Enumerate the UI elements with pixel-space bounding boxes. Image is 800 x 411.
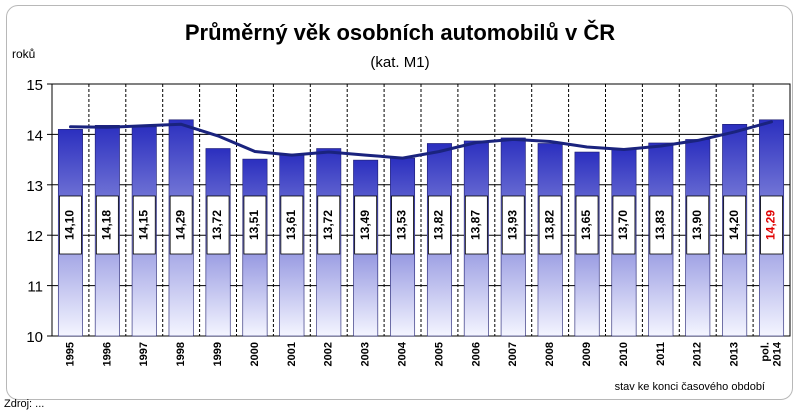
data-label: 13,53 <box>395 210 409 240</box>
x-tick-label: 2010 <box>618 342 630 366</box>
chart-subtitle: (kat. M1) <box>370 54 429 71</box>
y-tick-label: 15 <box>26 77 43 94</box>
x-tick-label: 2003 <box>360 342 372 366</box>
x-tick-label: 2014 <box>771 341 783 366</box>
x-tick-label: 2000 <box>249 342 261 366</box>
data-label-box <box>206 195 230 255</box>
x-tick-label: 1999 <box>212 342 224 366</box>
data-label-box <box>317 195 341 255</box>
data-label: 13,90 <box>690 210 704 240</box>
chart-note: stav ke konci časového období <box>615 381 765 393</box>
x-tick-label: 2013 <box>729 342 741 366</box>
data-label: 13,82 <box>542 210 556 240</box>
y-tick-label: 13 <box>26 178 43 195</box>
data-label: 14,15 <box>136 210 150 240</box>
data-label: 13,72 <box>210 210 224 240</box>
data-label-box <box>612 195 636 255</box>
y-tick-label: 12 <box>26 228 43 245</box>
data-label-box <box>243 195 267 255</box>
data-label-box <box>686 195 710 255</box>
data-label: 13,61 <box>284 210 298 240</box>
data-label: 14,18 <box>100 210 114 240</box>
x-tick-label: 2006 <box>470 342 482 366</box>
data-label: 13,65 <box>579 210 593 240</box>
x-tick-label: 1997 <box>138 342 150 366</box>
data-label-box <box>464 195 488 255</box>
y-axis-label: roků <box>12 47 35 61</box>
x-tick-label: 1996 <box>101 342 113 366</box>
x-tick-label: 2009 <box>581 342 593 366</box>
data-label: 13,83 <box>653 210 667 240</box>
data-label: 14,29 <box>764 210 778 240</box>
x-tick-label: 2012 <box>692 342 704 366</box>
x-tick-label: 2001 <box>286 342 298 366</box>
data-label: 13,87 <box>469 210 483 240</box>
data-label: 14,29 <box>173 210 187 240</box>
data-label: 13,49 <box>358 210 372 240</box>
trend-line <box>69 120 773 160</box>
data-label-box <box>169 195 193 255</box>
data-label-box <box>280 195 304 255</box>
x-tick-label: 2005 <box>433 342 445 366</box>
data-label-box <box>354 195 378 255</box>
data-label-box <box>59 195 82 255</box>
data-label: 13,70 <box>616 210 630 240</box>
footer-text: Zdroj: ... <box>4 398 45 410</box>
x-tick-label: 2002 <box>323 342 335 366</box>
x-tick-label: 1995 <box>64 342 76 366</box>
chart-title: Průměrný věk osobních automobilů v ČR <box>185 20 615 45</box>
y-tick-label: 11 <box>27 279 43 296</box>
data-label-box <box>95 195 119 255</box>
data-label-box <box>428 195 451 255</box>
data-label-box <box>132 195 156 255</box>
data-label-box <box>723 195 747 255</box>
data-label: 13,51 <box>247 210 261 240</box>
data-label: 13,93 <box>505 210 519 240</box>
data-label: 13,72 <box>321 210 335 240</box>
x-tick-label: 2008 <box>544 342 556 366</box>
x-tick-label: 2007 <box>507 342 519 366</box>
y-tick-label: 10 <box>26 329 43 346</box>
data-label-box <box>538 195 562 255</box>
data-label-box <box>391 195 414 255</box>
x-tick-label: pol. <box>759 342 771 362</box>
data-label-box <box>649 195 673 255</box>
data-label: 13,82 <box>432 210 446 240</box>
x-tick-label: 2004 <box>396 341 408 366</box>
y-tick-label: 14 <box>26 127 43 144</box>
data-label-box <box>501 195 525 255</box>
x-tick-label: 1998 <box>175 342 187 366</box>
data-label: 14,10 <box>63 210 77 240</box>
plot-area: 10 11 12 13 14 15 14,10 14,18 14,15 14,29 13,72 13,… <box>26 77 791 366</box>
data-label-box <box>760 195 783 255</box>
data-label-box <box>575 195 599 255</box>
data-label: 14,20 <box>727 210 741 240</box>
x-tick-label: 2011 <box>655 342 667 366</box>
